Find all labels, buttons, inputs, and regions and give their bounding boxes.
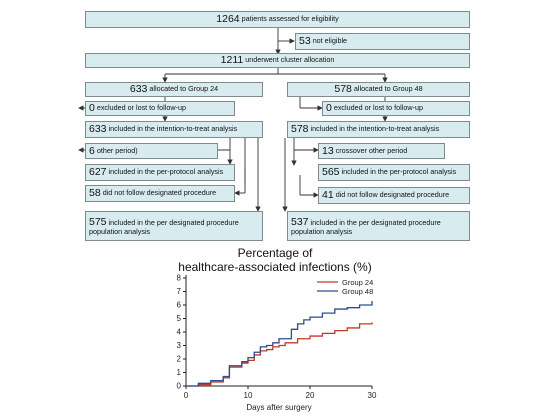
g24-itt-count: 633 — [89, 123, 107, 136]
g48-not-followed-box: 41 did not follow designated procedure — [318, 187, 470, 204]
series-line-1 — [186, 322, 373, 387]
g48-allocated-box: 578 allocated to Group 48 — [287, 82, 470, 97]
g48-itt-label: included in the intention-to-treat analy… — [310, 124, 440, 134]
allocation-label: underwent cluster allocation — [245, 55, 335, 65]
not-eligible-count: 53 — [299, 35, 311, 48]
g48-excluded-count: 0 — [326, 102, 332, 115]
x-tick-label: 20 — [306, 391, 315, 400]
g48-per-protocol-box: 565 included in the per-protocol analysi… — [318, 164, 470, 181]
g48-excluded-label: excluded or lost to follow-up — [333, 103, 423, 113]
g24-not-followed-label: did not follow designated procedure — [102, 188, 217, 198]
y-tick-label: 8 — [177, 274, 182, 283]
chart-title-line2: healthcare-associated infections (%) — [178, 260, 372, 274]
y-tick-label: 1 — [177, 368, 182, 377]
g48-crossover-label: crossover other period — [335, 145, 408, 155]
x-tick-label: 30 — [368, 391, 377, 400]
g48-itt-box: 578 included in the intention-to-treat a… — [287, 121, 470, 138]
g24-allocated-box: 633 allocated to Group 24 — [85, 82, 263, 97]
y-tick-label: 5 — [177, 314, 182, 323]
allocation-count: 1211 — [220, 54, 244, 67]
g48-crossover-count: 13 — [322, 144, 334, 157]
g48-not-followed-label: did not follow designated procedure — [335, 190, 450, 200]
series-line-2 — [186, 300, 373, 387]
g24-not-followed-count: 58 — [89, 187, 101, 200]
y-tick-label: 4 — [177, 328, 182, 337]
g48-designated-box: 537 included in the per designated proced… — [287, 211, 470, 241]
y-tick-label: 6 — [177, 301, 182, 310]
g48-excluded-box: 0 excluded or lost to follow-up — [322, 101, 470, 116]
g48-designated-count: 537 — [291, 215, 309, 228]
y-tick-label: 0 — [177, 382, 182, 391]
g48-allocated-count: 578 — [334, 83, 352, 96]
g24-per-protocol-label: included in the per-protocol analysis — [108, 167, 224, 177]
not-eligible-label: not eligible — [312, 36, 348, 46]
x-tick-label: 0 — [184, 391, 189, 400]
not-eligible-box: 53 not eligible — [295, 33, 470, 50]
g24-crossover-label: other period) — [96, 145, 138, 155]
x-axis-label: Days after surgery — [246, 403, 311, 412]
legend-label-2: Group 48 — [342, 287, 373, 296]
g24-per-protocol-count: 627 — [89, 166, 107, 179]
g24-allocated-label: allocated to Group 24 — [149, 84, 219, 94]
chart-title-line1: Percentage of — [237, 246, 313, 260]
assessed-box: 1264 patients assessed for eligibility — [85, 11, 470, 28]
g48-not-followed-count: 41 — [322, 189, 334, 202]
g24-designated-label: included in the per designated procedure… — [89, 217, 239, 236]
g24-per-protocol-box: 627 included in the per-protocol analysi… — [85, 164, 235, 181]
assessed-label: patients assessed for eligibility — [241, 14, 339, 24]
y-tick-label: 7 — [177, 287, 182, 296]
g48-per-protocol-count: 565 — [322, 166, 340, 179]
g24-itt-label: included in the intention-to-treat analy… — [108, 124, 238, 134]
g24-crossover-count: 6 — [89, 144, 95, 157]
g24-allocated-count: 633 — [129, 83, 148, 96]
g24-not-followed-box: 58 did not follow designated procedure — [85, 185, 235, 202]
y-tick-label: 2 — [177, 355, 182, 364]
g24-designated-count: 575 — [89, 215, 107, 228]
legend-label-1: Group 24 — [342, 278, 373, 287]
x-tick-label: 10 — [244, 391, 253, 400]
g24-excluded-count: 0 — [89, 102, 95, 115]
g24-excluded-label: excluded or lost to follow-up — [96, 103, 186, 113]
g24-designated-box: 575 included in the per designated proced… — [85, 211, 263, 241]
g48-designated-label: included in the per designated procedure… — [291, 217, 441, 236]
y-tick-label: 3 — [177, 341, 182, 350]
allocation-box: 1211 underwent cluster allocation — [85, 53, 470, 68]
assessed-count: 1264 — [216, 13, 240, 26]
g24-excluded-box: 0 excluded or lost to follow-up — [85, 101, 235, 116]
g48-crossover-box: 13 crossover other period — [318, 143, 445, 159]
g24-itt-box: 633 included in the intention-to-treat a… — [85, 121, 263, 138]
g24-crossover-box: 6 other period) — [85, 143, 218, 159]
g48-allocated-label: allocated to Group 48 — [353, 84, 423, 94]
g48-itt-count: 578 — [291, 123, 309, 136]
g48-per-protocol-label: included in the per-protocol analysis — [341, 167, 457, 177]
